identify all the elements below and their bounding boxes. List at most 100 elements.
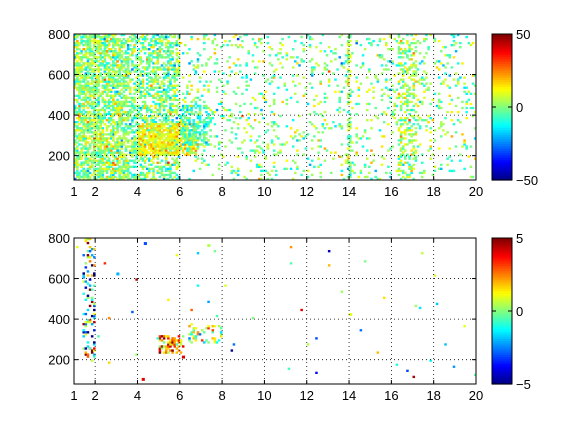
heatmap-cell xyxy=(112,76,115,79)
heatmap-cell xyxy=(158,123,162,126)
colorbar-segment xyxy=(492,301,512,305)
heatmap-cell xyxy=(109,58,113,61)
heatmap-cell xyxy=(164,46,168,49)
heatmap-cell xyxy=(429,116,432,120)
heatmap-cell xyxy=(82,106,85,110)
heatmap-cell xyxy=(228,66,231,69)
colorbar-segment xyxy=(492,145,512,149)
heatmap-cell xyxy=(251,127,255,130)
heatmap-cell xyxy=(281,43,284,47)
heatmap-cell xyxy=(346,110,350,114)
heatmap-cell xyxy=(122,173,126,177)
heatmap-cell xyxy=(135,54,138,57)
heatmap-cell xyxy=(410,74,413,77)
heatmap-cell xyxy=(97,78,100,81)
heatmap-cell xyxy=(226,108,229,112)
heatmap-cell xyxy=(171,351,174,354)
heatmap-cell xyxy=(414,72,418,75)
heatmap-cell xyxy=(118,143,121,146)
heatmap-cell xyxy=(112,100,115,104)
heatmap-cell xyxy=(78,139,81,142)
heatmap-cell xyxy=(217,102,221,106)
heatmap-cell xyxy=(84,100,88,104)
heatmap-cell xyxy=(346,41,350,45)
heatmap-cell xyxy=(207,114,210,118)
heatmap-cell xyxy=(209,121,212,124)
colorbar-tick-label: 0 xyxy=(516,100,523,115)
heatmap-cell xyxy=(349,39,352,43)
heatmap-cell xyxy=(158,102,162,106)
heatmap-cell xyxy=(86,35,90,39)
heatmap-cell xyxy=(139,116,143,120)
heatmap-cell xyxy=(148,157,151,160)
heatmap-cell xyxy=(116,54,119,57)
heatmap-cell xyxy=(107,316,111,320)
heatmap-cell xyxy=(169,137,172,140)
heatmap-cell xyxy=(135,157,138,160)
heatmap-cell xyxy=(148,159,151,162)
heatmap-cell xyxy=(145,66,149,69)
heatmap-cell xyxy=(148,147,151,150)
heatmap-cell xyxy=(93,72,96,75)
heatmap-cell xyxy=(239,104,242,108)
heatmap-cell xyxy=(194,102,198,106)
heatmap-cell xyxy=(114,147,117,150)
heatmap-cell xyxy=(340,290,344,293)
heatmap-cell xyxy=(177,161,181,164)
heatmap-cell xyxy=(103,167,107,171)
heatmap-cell xyxy=(122,37,126,41)
heatmap-cell xyxy=(156,90,160,93)
heatmap-cell xyxy=(207,163,210,166)
heatmap-cell xyxy=(289,262,293,265)
heatmap-cell xyxy=(131,165,134,168)
heatmap-cell xyxy=(109,37,113,41)
heatmap-cell xyxy=(370,149,373,152)
heatmap-cell xyxy=(116,98,119,102)
heatmap-cell xyxy=(103,88,107,91)
heatmap-cell xyxy=(97,175,100,179)
heatmap-cell xyxy=(84,239,88,243)
heatmap-cell xyxy=(203,123,206,126)
heatmap-cell xyxy=(150,121,153,124)
heatmap-cell xyxy=(135,39,138,43)
heatmap-cell xyxy=(101,43,105,47)
heatmap-cell xyxy=(412,104,416,108)
heatmap-cell xyxy=(294,135,297,138)
heatmap-cell xyxy=(154,165,157,168)
heatmap-cell xyxy=(285,52,289,55)
heatmap-cell xyxy=(82,108,85,112)
heatmap-cell xyxy=(101,175,105,179)
colorbar: −505 xyxy=(491,231,531,392)
heatmap-cell xyxy=(105,155,109,158)
heatmap-cell xyxy=(74,143,77,146)
heatmap-cell xyxy=(133,145,136,148)
heatmap-cell xyxy=(95,114,98,118)
heatmap-cell xyxy=(109,145,113,148)
heatmap-cell xyxy=(116,131,119,134)
heatmap-cell xyxy=(135,175,138,179)
heatmap-cell xyxy=(249,159,253,162)
heatmap-cell xyxy=(283,82,286,85)
heatmap-cell xyxy=(230,349,234,352)
heatmap-cell xyxy=(158,48,162,51)
x-tick-label: 6 xyxy=(176,388,183,403)
heatmap-cell xyxy=(82,335,85,338)
heatmap-cell xyxy=(410,108,413,112)
heatmap-cell xyxy=(158,335,162,338)
heatmap-cell xyxy=(90,112,94,116)
colorbar-segment xyxy=(492,297,512,301)
heatmap-cell xyxy=(86,153,90,156)
heatmap-cell xyxy=(88,35,92,39)
heatmap-cell xyxy=(122,153,126,156)
heatmap-cell xyxy=(171,74,174,77)
heatmap-cell xyxy=(137,104,140,108)
heatmap-cell xyxy=(181,112,185,116)
heatmap-cell xyxy=(425,33,428,37)
heatmap-cell xyxy=(315,94,318,98)
heatmap-cell xyxy=(188,108,191,112)
heatmap-cell xyxy=(211,337,215,340)
heatmap-cell xyxy=(266,143,270,146)
heatmap-cell xyxy=(264,157,267,160)
heatmap-cell xyxy=(247,50,251,53)
heatmap-cell xyxy=(76,60,79,63)
